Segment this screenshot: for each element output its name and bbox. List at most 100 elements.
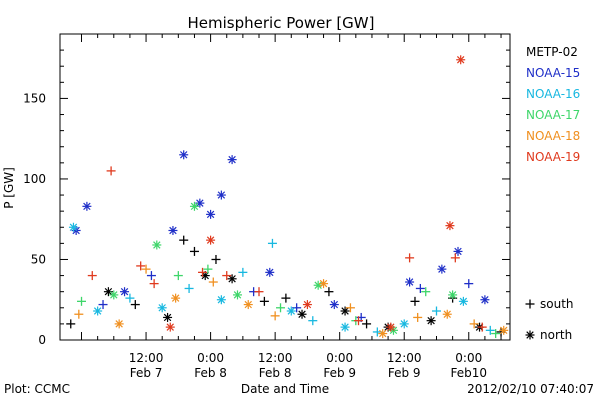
point-metp-02 xyxy=(297,309,307,319)
point-noaa-15 xyxy=(146,271,156,281)
point-noaa-15 xyxy=(179,150,189,160)
point-noaa-19 xyxy=(477,322,487,332)
point-noaa-15 xyxy=(227,155,237,165)
point-metp-02 xyxy=(179,235,189,245)
point-noaa-15 xyxy=(82,201,92,211)
point-noaa-15 xyxy=(265,267,275,277)
point-noaa-19 xyxy=(106,166,116,176)
point-noaa-19 xyxy=(149,279,159,289)
point-noaa-19 xyxy=(198,267,208,277)
x-tick-sublabel: Feb 9 xyxy=(388,366,421,380)
point-noaa-18 xyxy=(114,319,124,329)
point-noaa-18 xyxy=(141,264,151,274)
point-noaa-17 xyxy=(152,240,162,250)
x-tick-label: 12:00 xyxy=(258,351,293,365)
point-noaa-17 xyxy=(448,290,458,300)
x-tick-label: 0:00 xyxy=(455,351,482,365)
point-noaa-18 xyxy=(74,309,84,319)
point-noaa-16 xyxy=(485,325,495,335)
point-noaa-19 xyxy=(165,322,175,332)
marker-legend: south north xyxy=(525,297,574,342)
point-noaa-19 xyxy=(445,221,455,231)
point-noaa-16 xyxy=(399,319,409,329)
point-noaa-15 xyxy=(206,209,216,219)
plot-credit: Plot: CCMC xyxy=(4,382,70,396)
legend: METP-02 NOAA-15 NOAA-16 NOAA-17 NOAA-18 NOAA-… xyxy=(526,45,580,164)
point-noaa-18 xyxy=(378,329,388,339)
point-noaa-15 xyxy=(168,225,178,235)
point-noaa-18 xyxy=(208,277,218,287)
point-metp-02 xyxy=(259,296,269,306)
point-noaa-17 xyxy=(276,303,286,313)
point-noaa-17 xyxy=(203,264,213,274)
point-noaa-15 xyxy=(405,277,415,287)
point-noaa-15 xyxy=(415,283,425,293)
point-noaa-15 xyxy=(98,300,108,310)
x-tick-sublabel: Feb 9 xyxy=(323,366,356,380)
point-noaa-16 xyxy=(267,238,277,248)
point-noaa-16 xyxy=(308,316,318,326)
point-noaa-19 xyxy=(222,271,232,281)
plot-border xyxy=(59,33,511,341)
x-tick-sublabel: Feb10 xyxy=(451,366,488,380)
point-noaa-18 xyxy=(413,312,423,322)
point-noaa-16 xyxy=(431,306,441,316)
point-noaa-19 xyxy=(354,316,364,326)
marker-legend-south xyxy=(525,299,535,309)
point-metp-02 xyxy=(426,316,436,326)
point-metp-02 xyxy=(130,300,140,310)
point-noaa-17 xyxy=(77,296,87,306)
legend-entry-metp-02: METP-02 xyxy=(526,45,578,59)
point-metp-02 xyxy=(410,296,420,306)
marker-legend-label: north xyxy=(540,328,572,342)
point-noaa-16 xyxy=(93,306,103,316)
data-points xyxy=(66,55,509,339)
point-noaa-18 xyxy=(442,309,452,319)
point-noaa-15 xyxy=(216,190,226,200)
legend-entry-noaa-15: NOAA-15 xyxy=(526,66,580,80)
point-noaa-16 xyxy=(286,306,296,316)
point-noaa-17 xyxy=(232,290,242,300)
point-noaa-18 xyxy=(171,293,181,303)
point-noaa-17 xyxy=(491,329,501,339)
point-noaa-18 xyxy=(499,325,509,335)
point-noaa-15 xyxy=(480,295,490,305)
point-metp-02 xyxy=(324,287,334,297)
point-noaa-15 xyxy=(464,279,474,289)
y-tick-label: 50 xyxy=(31,252,46,266)
chart-title: Hemispheric Power [GW] xyxy=(188,14,375,32)
y-tick-label: 0 xyxy=(38,333,46,347)
point-noaa-16 xyxy=(216,295,226,305)
x-tick-label: 12:00 xyxy=(129,351,164,365)
y-axis-ticks: 0 50 100 150 xyxy=(23,33,510,347)
legend-entry-noaa-16: NOAA-16 xyxy=(526,87,580,101)
point-noaa-15 xyxy=(329,300,339,310)
point-noaa-19 xyxy=(136,261,146,271)
point-noaa-16 xyxy=(238,267,248,277)
point-noaa-16 xyxy=(125,293,135,303)
point-metp-02 xyxy=(189,246,199,256)
point-metp-02 xyxy=(340,306,350,316)
point-metp-02 xyxy=(362,319,372,329)
point-noaa-18 xyxy=(319,279,329,289)
point-noaa-16 xyxy=(340,322,350,332)
point-noaa-18 xyxy=(345,303,355,313)
point-metp-02 xyxy=(281,293,291,303)
point-metp-02 xyxy=(211,254,221,264)
point-noaa-19 xyxy=(302,300,312,310)
point-noaa-15 xyxy=(437,264,447,274)
y-tick-label: 100 xyxy=(23,172,46,186)
x-tick-sublabel: Feb 8 xyxy=(259,366,292,380)
x-axis-label: Date and Time xyxy=(241,382,329,396)
point-metp-02 xyxy=(66,319,76,329)
point-noaa-17 xyxy=(421,287,431,297)
point-metp-02 xyxy=(163,312,173,322)
point-noaa-19 xyxy=(254,287,264,297)
point-metp-02 xyxy=(227,274,237,284)
point-noaa-19 xyxy=(456,55,466,65)
plot-timestamp: 2012/02/10 07:40:07 xyxy=(467,382,594,396)
point-noaa-19 xyxy=(405,253,415,263)
point-noaa-19 xyxy=(450,253,460,263)
point-noaa-18 xyxy=(270,311,280,321)
